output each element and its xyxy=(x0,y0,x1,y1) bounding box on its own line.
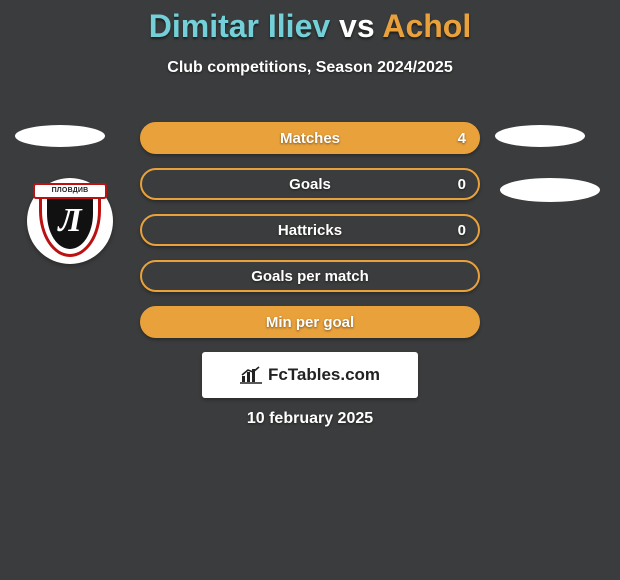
footer-logo: FcTables.com xyxy=(202,352,418,398)
stat-bar-right-value: 0 xyxy=(458,176,466,193)
right-oval-bottom-placeholder xyxy=(500,178,600,202)
left-oval-placeholder xyxy=(15,125,105,147)
chart-icon xyxy=(240,366,262,384)
footer-logo-text: FcTables.com xyxy=(268,365,380,385)
stat-bar-label: Hattricks xyxy=(278,222,342,239)
stat-bar: Goals 0 xyxy=(140,168,480,200)
stat-bar-right-value: 4 xyxy=(458,130,466,147)
stat-bar-label: Goals per match xyxy=(251,268,369,285)
crest-letter: Л xyxy=(42,202,98,240)
stat-bar-right-value: 0 xyxy=(458,222,466,239)
player1-name: Dimitar Iliev xyxy=(149,8,330,44)
subtitle: Club competitions, Season 2024/2025 xyxy=(0,59,620,77)
stat-bar: Min per goal xyxy=(140,306,480,338)
stat-bar: Hattricks 0 xyxy=(140,214,480,246)
crest-banner: ПЛОВДИВ xyxy=(33,183,107,199)
page-title: Dimitar Iliev vs Achol xyxy=(0,0,620,45)
right-oval-top-placeholder xyxy=(495,125,585,147)
vs-text: vs xyxy=(339,8,375,44)
club-crest: Л ПЛОВДИВ xyxy=(27,178,113,264)
stat-bars: Matches 4 Goals 0 Hattricks 0 Goals per match M… xyxy=(140,122,480,352)
stat-bar: Goals per match xyxy=(140,260,480,292)
player2-name: Achol xyxy=(382,8,471,44)
stat-bar-label: Goals xyxy=(289,176,331,193)
footer-date: 10 february 2025 xyxy=(0,410,620,428)
stat-bar-label: Min per goal xyxy=(266,314,354,331)
stat-bar-label: Matches xyxy=(280,130,340,147)
stat-bar: Matches 4 xyxy=(140,122,480,154)
